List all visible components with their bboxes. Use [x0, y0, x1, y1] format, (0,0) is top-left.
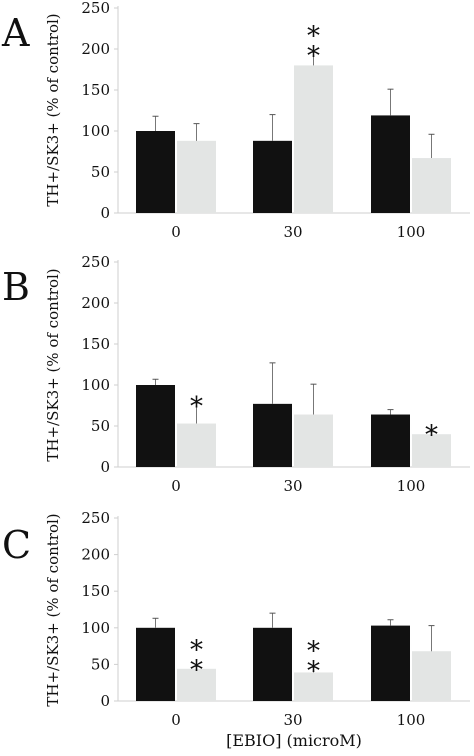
- x-tick-label: 100: [397, 223, 426, 241]
- significance-marker: *: [307, 636, 320, 666]
- y-axis-label: TH+/SK3+ (% of control): [44, 268, 62, 461]
- x-tick-label: 30: [283, 223, 302, 241]
- panel-c: C TH+/SK3+ (% of control) 0 50 100 150 200 250 0…: [2, 509, 470, 750]
- bar-series2-100: [412, 434, 451, 467]
- y-tick-label: 50: [91, 417, 110, 435]
- bar-series1-0: [136, 131, 175, 213]
- bar-series2-30: [294, 672, 333, 701]
- panel-a: A TH+/SK3+ (% of control) 0 50 100 150 200 250 0…: [1, 0, 470, 241]
- bar-series2-100: [412, 158, 451, 213]
- y-tick-label: 200: [81, 294, 110, 312]
- y-tick-label: 0: [100, 204, 110, 222]
- x-tick-label: 100: [397, 711, 426, 729]
- y-tick-label: 250: [81, 509, 110, 527]
- bar-series1-0: [136, 627, 175, 701]
- y-tick-label: 100: [81, 619, 110, 637]
- bar-series1-30: [253, 403, 292, 467]
- bar-series2-100: [412, 651, 451, 701]
- y-tick-label: 250: [81, 0, 110, 17]
- x-tick-label: 30: [283, 711, 302, 729]
- significance-marker: *: [307, 41, 320, 71]
- y-tick-label: 150: [81, 81, 110, 99]
- x-axis-label: [EBIO] (microM): [226, 731, 362, 750]
- y-tick-label: 100: [81, 122, 110, 140]
- panel-letter: C: [2, 523, 31, 567]
- bar-series2-30: [294, 414, 333, 467]
- y-tick-label: 150: [81, 335, 110, 353]
- panel-letter: B: [2, 265, 30, 309]
- significance-marker: *: [307, 656, 320, 686]
- panel-letter: A: [1, 11, 30, 55]
- x-tick-label: 0: [171, 477, 181, 495]
- bar-series1-30: [253, 140, 292, 213]
- bar-series1-100: [371, 414, 410, 467]
- y-tick-label: 0: [100, 692, 110, 710]
- y-tick-label: 0: [100, 458, 110, 476]
- bar-series1-30: [253, 627, 292, 701]
- x-tick-label: 0: [171, 223, 181, 241]
- bar-series1-100: [371, 115, 410, 213]
- significance-marker: *: [307, 21, 320, 51]
- significance-marker: *: [425, 421, 438, 451]
- y-tick-label: 200: [81, 40, 110, 58]
- y-tick-label: 250: [81, 253, 110, 271]
- y-tick-label: 100: [81, 376, 110, 394]
- bar-series2-0: [177, 423, 216, 467]
- x-tick-label: 30: [283, 477, 302, 495]
- x-tick-label: 0: [171, 711, 181, 729]
- y-axis-label: TH+/SK3+ (% of control): [44, 13, 62, 206]
- significance-marker: *: [190, 636, 203, 666]
- bar-series1-100: [371, 625, 410, 701]
- y-tick-label: 150: [81, 582, 110, 600]
- significance-marker: *: [190, 656, 203, 686]
- y-tick-label: 200: [81, 546, 110, 564]
- y-tick-label: 50: [91, 655, 110, 673]
- x-tick-label: 100: [397, 477, 426, 495]
- y-axis-label: TH+/SK3+ (% of control): [44, 513, 62, 706]
- bar-series2-0: [177, 668, 216, 701]
- y-tick-label: 50: [91, 163, 110, 181]
- panel-b: B TH+/SK3+ (% of control) 0 50 100 150 200 250 0…: [2, 253, 470, 495]
- bar-series2-30: [294, 65, 333, 214]
- bar-series2-0: [177, 140, 216, 213]
- significance-marker: *: [190, 392, 203, 422]
- bar-series1-0: [136, 385, 175, 467]
